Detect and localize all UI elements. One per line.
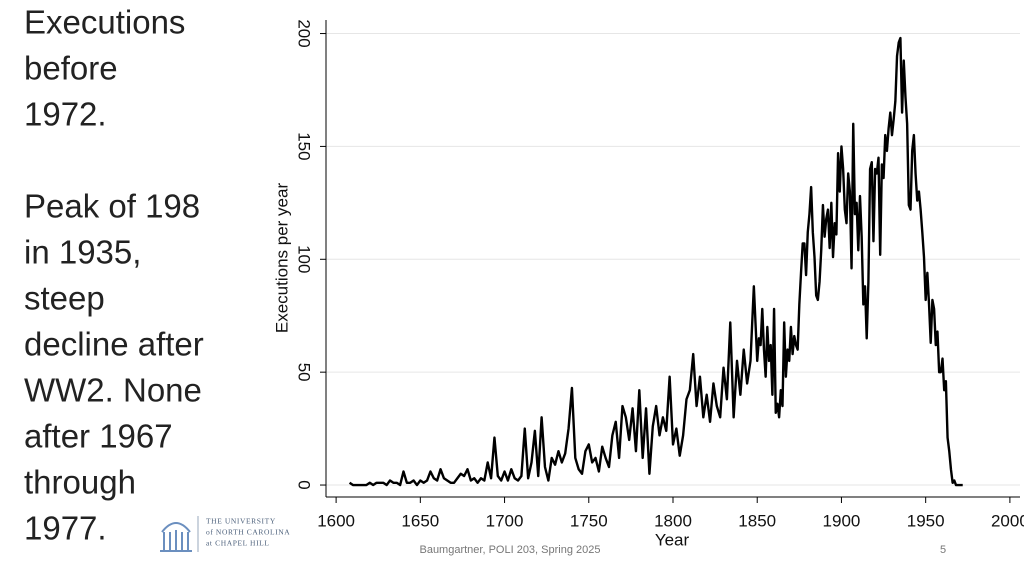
x-tick-label: 2000 bbox=[991, 511, 1024, 530]
slide-text: before bbox=[24, 50, 118, 87]
y-tick-label: 150 bbox=[295, 132, 314, 160]
x-tick-label: 1700 bbox=[486, 511, 524, 530]
x-tick-label: 1900 bbox=[823, 511, 861, 530]
logo-text: of NORTH CAROLINA bbox=[206, 528, 290, 537]
logo-text: THE UNIVERSITY bbox=[206, 517, 276, 526]
slide-text: through bbox=[24, 464, 136, 501]
y-tick-label: 0 bbox=[295, 480, 314, 489]
x-axis-label: Year bbox=[655, 530, 690, 549]
old-well-icon bbox=[160, 522, 192, 552]
y-axis-label: Executions per year bbox=[272, 183, 291, 334]
x-tick-label: 1850 bbox=[738, 511, 776, 530]
y-tick-label: 50 bbox=[295, 363, 314, 382]
slide-text: 1972. bbox=[24, 96, 107, 133]
slide-text: decline after bbox=[24, 326, 204, 363]
y-tick-label: 200 bbox=[295, 19, 314, 47]
footer: Baumgartner, POLI 203, Spring 2025 bbox=[419, 544, 600, 556]
slide-text: 1977. bbox=[24, 510, 107, 547]
y-tick-label: 100 bbox=[295, 245, 314, 273]
x-tick-label: 1600 bbox=[317, 511, 355, 530]
x-tick-label: 1750 bbox=[570, 511, 608, 530]
logo: THE UNIVERSITY of NORTH CAROLINA at CHAPEL… bbox=[160, 516, 290, 552]
logo-text: at CHAPEL HILL bbox=[206, 539, 270, 548]
data-line bbox=[348, 36, 963, 487]
x-tick-label: 1950 bbox=[907, 511, 945, 530]
x-tick-label: 1800 bbox=[654, 511, 692, 530]
slide-text: Peak of 198 bbox=[24, 188, 200, 225]
slide-text: steep bbox=[24, 280, 105, 317]
slide-text: Executions bbox=[24, 4, 185, 41]
slide-text: after 1967 bbox=[24, 418, 173, 455]
page-number: 5 bbox=[940, 544, 946, 556]
slide-text: WW2. None bbox=[24, 372, 202, 409]
x-tick-label: 1650 bbox=[401, 511, 439, 530]
slide-text: in 1935, bbox=[24, 234, 141, 271]
